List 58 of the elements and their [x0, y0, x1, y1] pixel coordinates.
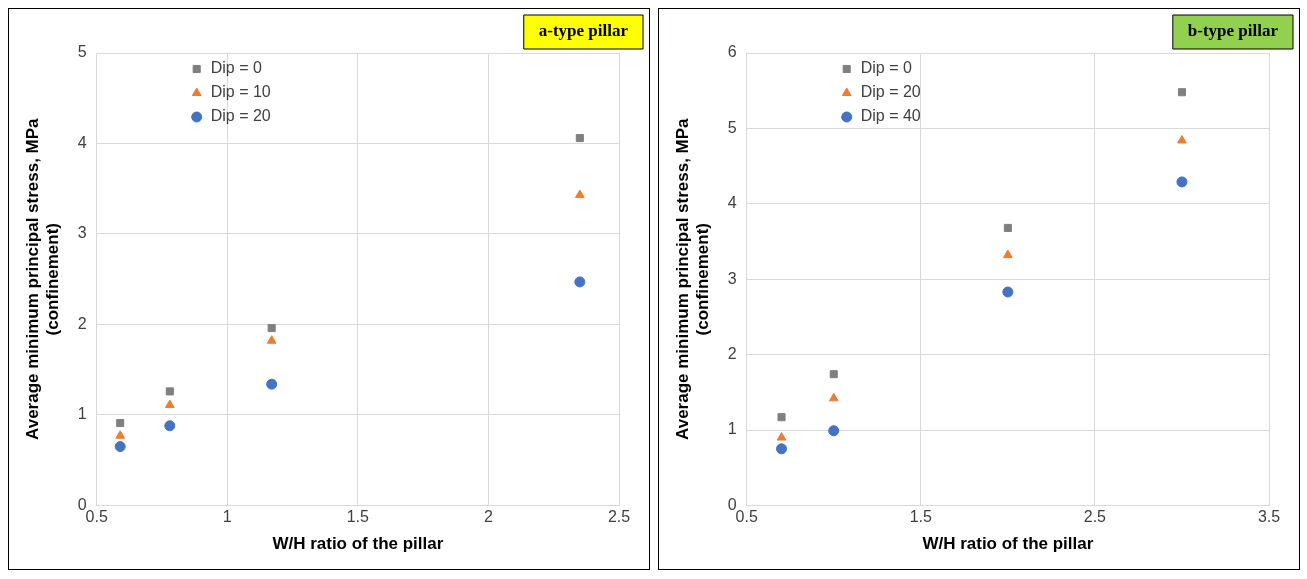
y-axis-title: Average minimum principal stress, MPa (confinement): [22, 117, 63, 440]
y-tick-label: 4: [77, 133, 87, 151]
point: [575, 189, 585, 199]
x-tick-label: 2: [483, 508, 493, 526]
x-tick-label: 1.5: [909, 508, 933, 526]
x-tick-label: 2.5: [607, 508, 631, 526]
point: [266, 378, 278, 390]
point: [1002, 286, 1014, 298]
x-tick-label: 1.5: [346, 508, 370, 526]
y-tick-label: 2: [77, 314, 87, 332]
y-tick-label: 1: [77, 405, 87, 423]
point: [116, 419, 125, 428]
point: [164, 399, 175, 408]
point: [829, 370, 838, 379]
point: [776, 432, 787, 441]
point: [267, 324, 276, 333]
point: [828, 425, 840, 437]
y-tick-label: 6: [727, 43, 737, 61]
legend-label: Dip = 20: [210, 107, 271, 125]
point: [1003, 249, 1013, 259]
chart-title: b-type pillar: [1187, 21, 1279, 41]
x-tick-label: 0.5: [85, 508, 108, 526]
x-axis-title: W/H ratio of the pillar: [922, 534, 1094, 554]
y-tick-label: 0: [77, 495, 87, 513]
legend-label: Dip = 0: [860, 59, 912, 77]
chart-title: a-type pillar: [538, 21, 629, 41]
point: [164, 420, 176, 432]
point: [574, 276, 586, 288]
point: [1177, 134, 1187, 144]
x-tick-label: 1: [222, 508, 232, 526]
y-tick-label: 3: [77, 224, 87, 242]
y-tick-label: 4: [727, 194, 737, 212]
point: [776, 443, 788, 455]
x-tick-label: 2.5: [1083, 508, 1107, 526]
point: [575, 134, 584, 143]
point: [1177, 88, 1186, 97]
point: [828, 392, 839, 402]
x-tick-label: 0.5: [735, 508, 758, 526]
legend-label: Dip = 10: [210, 83, 271, 101]
legend-label: Dip = 40: [860, 107, 921, 125]
point: [1176, 176, 1188, 188]
point: [266, 335, 277, 344]
y-tick-label: 0: [727, 495, 737, 513]
y-axis-title: Average minimum principal stress, MPa (confinement): [672, 117, 713, 440]
legend-label: Dip = 0: [210, 59, 262, 77]
point: [777, 413, 786, 422]
point: [114, 441, 126, 453]
y-tick-label: 1: [727, 420, 737, 438]
point: [115, 430, 126, 439]
y-tick-label: 3: [727, 269, 737, 287]
point: [165, 387, 174, 396]
y-tick-label: 5: [727, 118, 737, 136]
point: [1003, 223, 1012, 232]
legend-label: Dip = 20: [860, 83, 921, 101]
y-tick-label: 5: [77, 43, 87, 61]
x-tick-label: 3.5: [1257, 508, 1281, 526]
x-axis-title: W/H ratio of the pillar: [272, 534, 444, 554]
y-tick-label: 2: [727, 345, 737, 363]
